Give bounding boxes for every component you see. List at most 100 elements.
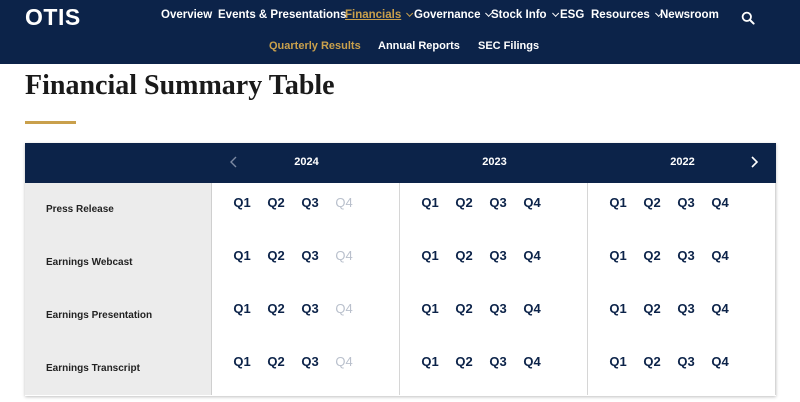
table-row: Earnings Webcast Q1 Q2 Q3 Q4 Q1 Q2 Q3 Q4 Q1 Q2 Q3 Q4 (25, 236, 776, 289)
year-header-2022: 2022 (670, 156, 695, 168)
chevron-down-icon (406, 9, 414, 17)
quarter-link-q4[interactable]: Q4 (711, 354, 729, 369)
quarter-link-q2[interactable]: Q2 (643, 354, 661, 369)
quarter-link-q4[interactable]: Q4 (523, 301, 541, 316)
quarter-link-q1[interactable]: Q1 (421, 248, 439, 263)
nav-item-label: Resources (591, 9, 650, 21)
financial-summary-table: 2024 2023 2022 Press Release Q1 Q2 Q3 Q4 Q1 Q2… (25, 143, 776, 396)
year-cell-2023: Q1 Q2 Q3 Q4 (400, 289, 588, 342)
quarter-link-q1[interactable]: Q1 (233, 248, 251, 263)
quarter-link-q3[interactable]: Q3 (677, 354, 695, 369)
chevron-left-icon[interactable] (228, 155, 240, 169)
quarter-link-q3[interactable]: Q3 (489, 248, 507, 263)
quarter-link-q3[interactable]: Q3 (677, 301, 695, 316)
quarter-link-q4[interactable]: Q4 (523, 195, 541, 210)
quarter-link-q3[interactable]: Q3 (489, 354, 507, 369)
nav-item-label: Financials (345, 9, 402, 21)
quarter-link-q4[interactable]: Q4 (523, 354, 541, 369)
quarter-link-q1[interactable]: Q1 (421, 301, 439, 316)
nav-item-governance[interactable]: Governance (414, 9, 493, 21)
table-row: Earnings Transcript Q1 Q2 Q3 Q4 Q1 Q2 Q3 Q4 Q1 Q2 Q… (25, 342, 776, 395)
row-label-cell: Press Release (25, 183, 212, 236)
subnav-sec-filings[interactable]: SEC Filings (478, 40, 540, 52)
year-cell-2024: Q1 Q2 Q3 Q4 (212, 236, 400, 289)
nav-item-label: ESG (560, 9, 585, 21)
quarter-link-q3[interactable]: Q3 (301, 248, 319, 263)
nav-item-label: Newsroom (660, 9, 719, 21)
quarter-link-q2[interactable]: Q2 (643, 301, 661, 316)
row-label: Earnings Presentation (46, 310, 153, 321)
chevron-right-icon[interactable] (748, 155, 760, 169)
quarter-link-q3[interactable]: Q3 (301, 354, 319, 369)
year-cell-2022: Q1 Q2 Q3 Q4 (588, 183, 776, 236)
subnav-annual-reports[interactable]: Annual Reports (378, 40, 460, 52)
table-row: Earnings Presentation Q1 Q2 Q3 Q4 Q1 Q2 Q3 Q4 Q1 Q… (25, 289, 776, 342)
year-cell-2024: Q1 Q2 Q3 Q4 (212, 342, 400, 395)
otis-logo[interactable]: OTIS (25, 4, 81, 30)
quarter-link-q2[interactable]: Q2 (455, 301, 473, 316)
quarter-link-q2[interactable]: Q2 (267, 354, 285, 369)
quarter-link-q1[interactable]: Q1 (233, 354, 251, 369)
year-cell-2023: Q1 Q2 Q3 Q4 (400, 342, 588, 395)
nav-item-label: Overview (161, 9, 213, 21)
quarter-link-q1[interactable]: Q1 (421, 354, 439, 369)
row-label-cell: Earnings Presentation (25, 289, 212, 342)
quarter-link-q2[interactable]: Q2 (455, 354, 473, 369)
quarter-link-q1[interactable]: Q1 (421, 195, 439, 210)
quarter-link-q1[interactable]: Q1 (609, 354, 627, 369)
nav-item-overview[interactable]: Overview (161, 9, 212, 21)
quarter-link-q2[interactable]: Q2 (267, 248, 285, 263)
quarter-link-q2[interactable]: Q2 (643, 248, 661, 263)
quarter-link-q2[interactable]: Q2 (267, 301, 285, 316)
nav-item-label: Events & Presentations (218, 9, 347, 21)
year-cell-2024: Q1 Q2 Q3 Q4 (212, 183, 400, 236)
search-icon[interactable] (741, 11, 755, 25)
quarter-link-q4[interactable]: Q4 (711, 248, 729, 263)
year-cell-2022: Q1 Q2 Q3 Q4 (588, 236, 776, 289)
year-cell-2022: Q1 Q2 Q3 Q4 (588, 289, 776, 342)
quarter-link-q4[interactable]: Q4 (523, 248, 541, 263)
quarter-link-q1[interactable]: Q1 (609, 195, 627, 210)
year-cell-2022: Q1 Q2 Q3 Q4 (588, 342, 776, 395)
title-accent-rule (25, 121, 76, 124)
nav-item-newsroom[interactable]: Newsroom (660, 9, 719, 21)
quarter-link-q2[interactable]: Q2 (455, 248, 473, 263)
year-cell-2023: Q1 Q2 Q3 Q4 (400, 236, 588, 289)
row-label: Press Release (46, 204, 114, 215)
quarter-link-q3[interactable]: Q3 (677, 195, 695, 210)
quarter-link-q2[interactable]: Q2 (643, 195, 661, 210)
quarter-link-q3[interactable]: Q3 (489, 195, 507, 210)
quarter-link-q1[interactable]: Q1 (609, 301, 627, 316)
quarter-link-q3[interactable]: Q3 (301, 195, 319, 210)
row-label-cell: Earnings Webcast (25, 236, 212, 289)
quarter-link-q4: Q4 (335, 195, 353, 210)
nav-item-events-presentations[interactable]: Events & Presentations (218, 9, 346, 21)
quarter-link-q3[interactable]: Q3 (489, 301, 507, 316)
quarter-link-q2[interactable]: Q2 (267, 195, 285, 210)
quarter-link-q1[interactable]: Q1 (609, 248, 627, 263)
row-label: Earnings Webcast (46, 257, 133, 268)
quarter-link-q4[interactable]: Q4 (711, 301, 729, 316)
quarter-link-q4[interactable]: Q4 (711, 195, 729, 210)
top-navigation-bar: OTIS Overview Events & Presentations Fin… (0, 0, 800, 64)
chevron-down-icon (551, 9, 559, 17)
quarter-link-q1[interactable]: Q1 (233, 195, 251, 210)
subnav-quarterly-results[interactable]: Quarterly Results (269, 40, 361, 52)
page-title: Financial Summary Table (25, 70, 335, 101)
quarter-link-q1[interactable]: Q1 (233, 301, 251, 316)
year-cell-2023: Q1 Q2 Q3 Q4 (400, 183, 588, 236)
nav-item-financials[interactable]: Financials (345, 9, 414, 21)
nav-item-resources[interactable]: Resources (591, 9, 662, 21)
quarter-link-q2[interactable]: Q2 (455, 195, 473, 210)
year-header-2023: 2023 (482, 156, 507, 168)
quarter-link-q3[interactable]: Q3 (301, 301, 319, 316)
year-header-2024: 2024 (294, 156, 319, 168)
nav-item-esg[interactable]: ESG (560, 9, 584, 21)
nav-item-stock-info[interactable]: Stock Info (491, 9, 559, 21)
row-label: Earnings Transcript (46, 363, 140, 374)
nav-item-label: Governance (414, 9, 481, 21)
quarter-link-q4: Q4 (335, 301, 353, 316)
table-header: 2024 2023 2022 (25, 143, 776, 183)
quarter-link-q4: Q4 (335, 354, 353, 369)
quarter-link-q3[interactable]: Q3 (677, 248, 695, 263)
